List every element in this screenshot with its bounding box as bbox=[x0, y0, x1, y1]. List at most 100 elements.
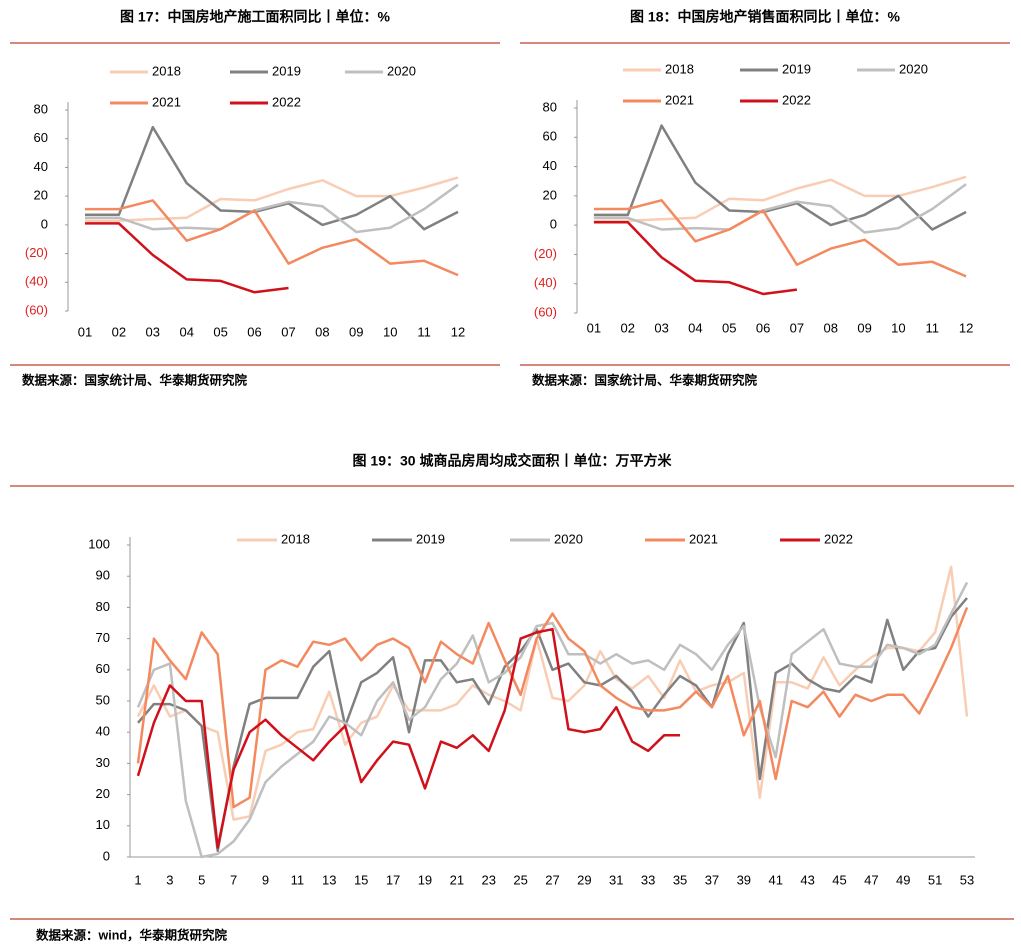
x-tick-label: 5 bbox=[198, 872, 205, 887]
y-tick-label: 0 bbox=[550, 217, 557, 232]
x-tick-label: 25 bbox=[513, 872, 527, 887]
x-tick-label: 41 bbox=[768, 872, 782, 887]
y-tick-label: 50 bbox=[96, 692, 110, 707]
legend-label: 2020 bbox=[387, 63, 416, 78]
x-tick-label: 35 bbox=[673, 872, 687, 887]
y-tick-label: 20 bbox=[34, 188, 48, 203]
legend-label: 2022 bbox=[272, 94, 301, 109]
y-tick-label: (40) bbox=[25, 274, 48, 289]
x-tick-label: 1 bbox=[134, 872, 141, 887]
legend-label: 2020 bbox=[899, 61, 928, 76]
x-tick-label: 13 bbox=[322, 872, 336, 887]
series-line bbox=[85, 199, 459, 277]
x-tick-label: 03 bbox=[146, 324, 160, 339]
x-tick-label: 49 bbox=[896, 872, 910, 887]
x-tick-label: 21 bbox=[450, 872, 464, 887]
x-tick-label: 05 bbox=[213, 324, 227, 339]
legend-label: 2022 bbox=[824, 531, 853, 546]
x-tick-label: 01 bbox=[587, 320, 601, 335]
series-line bbox=[136, 581, 969, 859]
x-tick-label: 12 bbox=[959, 320, 973, 335]
y-tick-label: 20 bbox=[543, 187, 557, 202]
x-tick-label: 53 bbox=[960, 872, 974, 887]
x-tick-label: 11 bbox=[417, 324, 431, 339]
series-line bbox=[85, 125, 459, 231]
y-tick-label: 40 bbox=[543, 158, 557, 173]
y-tick-label: 60 bbox=[96, 661, 110, 676]
series-line bbox=[593, 175, 967, 223]
x-tick-label: 08 bbox=[824, 320, 838, 335]
y-tick-label: 60 bbox=[34, 130, 48, 145]
x-tick-label: 09 bbox=[349, 324, 363, 339]
y-tick-label: 10 bbox=[96, 817, 110, 832]
x-tick-label: 02 bbox=[112, 324, 126, 339]
legend-label: 2021 bbox=[152, 94, 181, 109]
x-tick-label: 33 bbox=[641, 872, 655, 887]
chart-title: 图 18：中国房地产销售面积同比丨单位：% bbox=[630, 9, 900, 25]
x-tick-label: 07 bbox=[281, 324, 295, 339]
series-line bbox=[136, 565, 969, 821]
x-tick-label: 08 bbox=[315, 324, 329, 339]
y-tick-label: 90 bbox=[96, 568, 110, 583]
legend-label: 2022 bbox=[782, 92, 811, 107]
source-note: 数据来源：国家统计局、华泰期货研究院 bbox=[531, 372, 758, 387]
y-tick-label: 60 bbox=[543, 129, 557, 144]
x-tick-label: 47 bbox=[864, 872, 878, 887]
legend-label: 2019 bbox=[782, 61, 811, 76]
x-tick-label: 12 bbox=[451, 324, 465, 339]
legend-label: 2021 bbox=[665, 92, 694, 107]
source-note: 数据来源：wind，华泰期货研究院 bbox=[35, 927, 227, 942]
series-line bbox=[593, 183, 967, 234]
chart-title: 图 17：中国房地产施工面积同比丨单位：% bbox=[120, 9, 390, 25]
series-line bbox=[136, 627, 680, 849]
legend-label: 2021 bbox=[689, 531, 718, 546]
y-tick-label: 80 bbox=[34, 101, 48, 116]
series-line bbox=[593, 124, 967, 231]
x-tick-label: 9 bbox=[262, 872, 269, 887]
x-tick-label: 04 bbox=[179, 324, 193, 339]
y-tick-label: 80 bbox=[543, 99, 557, 114]
series-line bbox=[85, 176, 459, 222]
legend-label: 2019 bbox=[272, 63, 301, 78]
x-tick-label: 31 bbox=[609, 872, 623, 887]
y-tick-label: (60) bbox=[534, 304, 557, 319]
x-tick-label: 39 bbox=[737, 872, 751, 887]
x-tick-label: 01 bbox=[78, 324, 92, 339]
x-tick-label: 04 bbox=[688, 320, 702, 335]
y-tick-label: (60) bbox=[25, 302, 48, 317]
y-tick-label: 40 bbox=[34, 159, 48, 174]
legend-label: 2018 bbox=[152, 63, 181, 78]
x-tick-label: 15 bbox=[354, 872, 368, 887]
x-tick-label: 10 bbox=[891, 320, 905, 335]
y-tick-label: 30 bbox=[96, 755, 110, 770]
x-tick-label: 09 bbox=[857, 320, 871, 335]
series-line bbox=[593, 220, 798, 296]
x-tick-label: 11 bbox=[926, 320, 940, 335]
x-tick-label: 06 bbox=[247, 324, 261, 339]
y-tick-label: 0 bbox=[103, 848, 110, 863]
x-tick-label: 29 bbox=[577, 872, 591, 887]
x-tick-label: 7 bbox=[230, 872, 237, 887]
y-tick-label: 70 bbox=[96, 630, 110, 645]
x-tick-label: 07 bbox=[790, 320, 804, 335]
legend-label: 2019 bbox=[416, 531, 445, 546]
y-tick-label: (20) bbox=[534, 246, 557, 261]
x-tick-label: 51 bbox=[928, 872, 942, 887]
y-tick-label: (40) bbox=[534, 275, 557, 290]
y-tick-label: 0 bbox=[41, 216, 48, 231]
y-tick-label: (20) bbox=[25, 245, 48, 260]
x-tick-label: 23 bbox=[481, 872, 495, 887]
x-tick-label: 11 bbox=[291, 872, 305, 887]
x-tick-label: 45 bbox=[832, 872, 846, 887]
legend-label: 2020 bbox=[554, 531, 583, 546]
legend-label: 2018 bbox=[665, 61, 694, 76]
x-tick-label: 02 bbox=[621, 320, 635, 335]
x-tick-label: 27 bbox=[545, 872, 559, 887]
series-line bbox=[136, 606, 969, 809]
x-tick-label: 17 bbox=[386, 872, 400, 887]
y-tick-label: 40 bbox=[96, 724, 110, 739]
y-tick-label: 100 bbox=[88, 536, 110, 551]
x-tick-label: 3 bbox=[166, 872, 173, 887]
x-tick-label: 10 bbox=[383, 324, 397, 339]
